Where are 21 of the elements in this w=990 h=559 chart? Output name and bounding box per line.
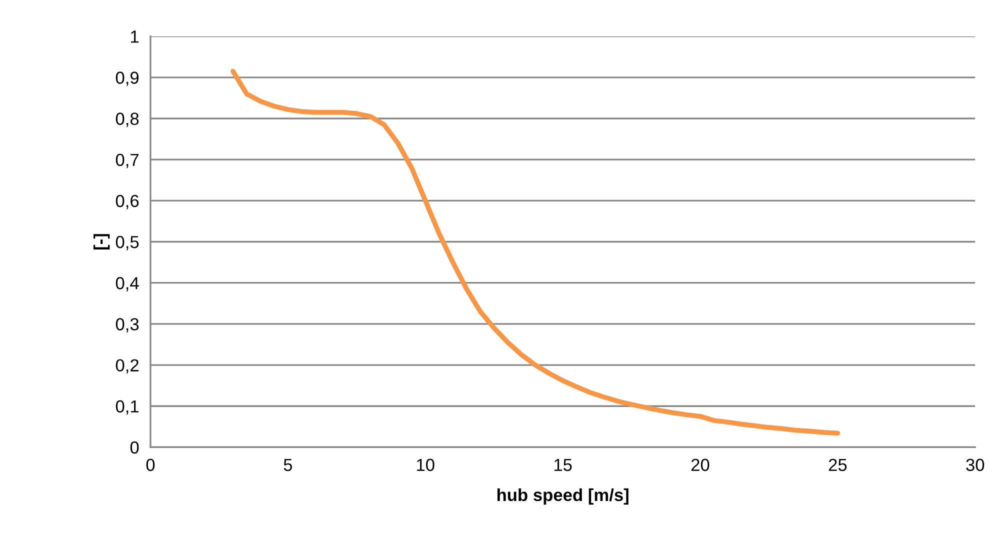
y-tick-label: 0	[130, 441, 139, 454]
y-tick-label: 0,4	[116, 277, 139, 292]
y-tick-label: 1	[131, 30, 139, 43]
y-tick-label: 0,5	[116, 236, 139, 250]
y-tick-label: 0,7	[116, 154, 138, 168]
line-series	[230, 68, 840, 436]
x-tick-label: 30	[966, 458, 984, 472]
y-axis-title: [-]	[94, 234, 110, 250]
y-tick-label: 0,1	[116, 400, 139, 415]
y-tick-label: 0,3	[116, 318, 139, 332]
x-tick-label: 10	[417, 458, 434, 472]
x-tick-label: 5	[284, 458, 292, 472]
x-axis-title: hub speed [m/s]	[497, 488, 628, 505]
y-tick-label: 0,2	[116, 359, 138, 374]
x-tick-label: 20	[691, 458, 710, 472]
y-tick-label: 0,9	[116, 72, 139, 86]
x-tick-label: 15	[554, 458, 572, 472]
x-tick-label: 0	[146, 458, 155, 472]
x-tick-label: 25	[828, 458, 847, 472]
y-tick-label: 0,8	[116, 112, 139, 128]
y-tick-label: 0,6	[116, 194, 139, 210]
